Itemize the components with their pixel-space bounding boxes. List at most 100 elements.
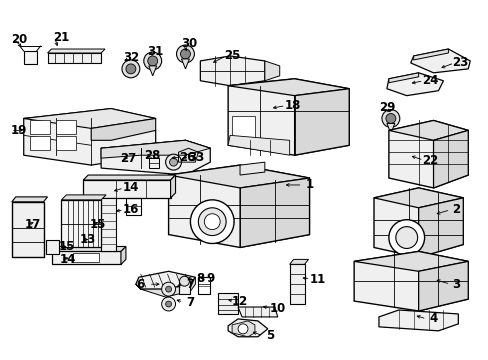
Polygon shape — [101, 140, 210, 158]
Polygon shape — [178, 281, 190, 294]
Text: 12: 12 — [231, 294, 247, 307]
Polygon shape — [47, 53, 101, 63]
Polygon shape — [101, 140, 210, 175]
Text: 21: 21 — [53, 31, 69, 44]
Text: 10: 10 — [269, 302, 285, 315]
Polygon shape — [240, 178, 309, 247]
Polygon shape — [232, 116, 254, 140]
Circle shape — [147, 56, 157, 66]
Polygon shape — [388, 121, 468, 140]
Circle shape — [143, 52, 162, 70]
Text: 9: 9 — [206, 272, 214, 285]
Text: 31: 31 — [147, 45, 163, 58]
Polygon shape — [353, 251, 468, 271]
Polygon shape — [136, 271, 195, 289]
Text: 23: 23 — [451, 57, 468, 69]
Text: 26: 26 — [179, 151, 195, 164]
Polygon shape — [47, 49, 105, 53]
Text: 17: 17 — [24, 218, 41, 231]
Polygon shape — [91, 118, 155, 140]
Polygon shape — [101, 198, 116, 251]
Polygon shape — [228, 135, 289, 155]
Polygon shape — [61, 195, 106, 200]
Polygon shape — [83, 175, 175, 180]
Text: 7: 7 — [186, 278, 194, 291]
Circle shape — [165, 286, 171, 292]
Polygon shape — [168, 165, 309, 247]
Text: 30: 30 — [181, 37, 197, 50]
Polygon shape — [228, 79, 348, 155]
Polygon shape — [45, 239, 60, 255]
Polygon shape — [418, 198, 462, 257]
Circle shape — [204, 214, 220, 230]
Polygon shape — [240, 162, 264, 175]
Circle shape — [165, 301, 171, 307]
Polygon shape — [218, 293, 238, 314]
Circle shape — [238, 324, 247, 334]
Polygon shape — [30, 121, 49, 134]
Polygon shape — [83, 180, 170, 198]
Polygon shape — [56, 121, 76, 134]
Polygon shape — [386, 73, 443, 96]
Text: 33: 33 — [188, 151, 204, 164]
Polygon shape — [264, 61, 279, 81]
Polygon shape — [373, 188, 462, 208]
Polygon shape — [51, 251, 121, 264]
Text: 27: 27 — [120, 152, 136, 165]
Polygon shape — [410, 49, 469, 73]
Text: 6: 6 — [137, 278, 144, 291]
Polygon shape — [136, 277, 195, 297]
Circle shape — [162, 282, 175, 296]
Text: 14: 14 — [122, 181, 139, 194]
Polygon shape — [353, 251, 468, 311]
Text: 16: 16 — [122, 203, 139, 216]
Circle shape — [126, 64, 136, 74]
Circle shape — [385, 113, 395, 123]
Circle shape — [169, 158, 177, 166]
Polygon shape — [181, 59, 189, 69]
Polygon shape — [12, 197, 47, 202]
Polygon shape — [73, 253, 99, 262]
Polygon shape — [24, 51, 37, 64]
Text: 29: 29 — [378, 101, 394, 114]
Text: 15: 15 — [58, 240, 75, 253]
Text: 32: 32 — [122, 51, 139, 64]
Text: 11: 11 — [309, 273, 325, 286]
Polygon shape — [121, 247, 126, 264]
Text: 3: 3 — [451, 278, 460, 291]
Text: 25: 25 — [224, 49, 240, 63]
Text: 24: 24 — [422, 74, 438, 87]
Polygon shape — [289, 260, 308, 264]
Polygon shape — [168, 165, 309, 188]
Text: 19: 19 — [11, 124, 27, 137]
Circle shape — [122, 60, 140, 78]
Circle shape — [395, 227, 417, 248]
Polygon shape — [56, 136, 76, 150]
Polygon shape — [388, 121, 468, 188]
Text: 18: 18 — [284, 99, 300, 112]
Text: 2: 2 — [451, 203, 460, 216]
Polygon shape — [170, 175, 175, 198]
Polygon shape — [289, 264, 304, 304]
Polygon shape — [148, 66, 156, 76]
Polygon shape — [200, 56, 264, 86]
Text: 13: 13 — [80, 233, 96, 246]
Text: 8: 8 — [196, 272, 204, 285]
Text: 4: 4 — [428, 312, 437, 325]
Text: 22: 22 — [422, 154, 438, 167]
Circle shape — [190, 200, 234, 243]
Text: 20: 20 — [12, 33, 28, 46]
Polygon shape — [24, 118, 155, 165]
Text: 5: 5 — [265, 329, 273, 342]
Text: 14: 14 — [59, 253, 76, 266]
Circle shape — [381, 109, 399, 127]
Polygon shape — [232, 321, 254, 337]
Circle shape — [388, 220, 424, 255]
Polygon shape — [388, 73, 418, 83]
Polygon shape — [61, 200, 101, 247]
Text: 15: 15 — [90, 218, 106, 231]
Polygon shape — [30, 136, 49, 150]
Circle shape — [180, 49, 190, 59]
Polygon shape — [24, 109, 155, 129]
Text: 1: 1 — [305, 179, 313, 192]
